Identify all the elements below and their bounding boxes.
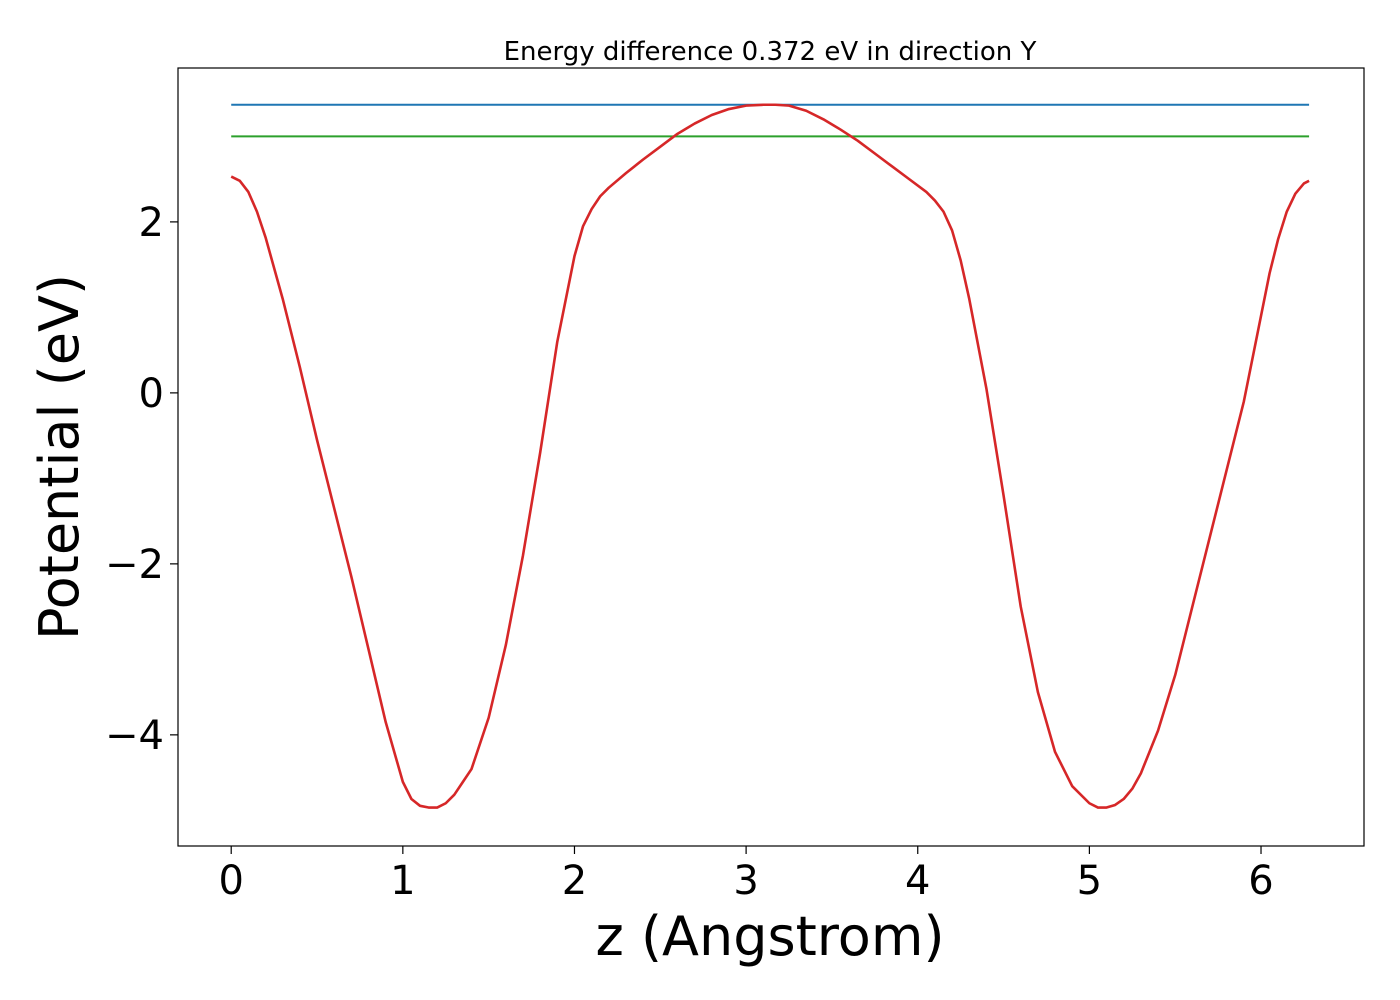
series-line-3 [230,103,1310,809]
series-layer [230,103,1310,809]
plot-frame [177,67,1365,847]
x-axis: 0 1 2 3 4 5 6 [218,846,1274,904]
x-axis-label: z (Angstrom) [595,905,944,968]
x-tick-label: 5 [1077,858,1102,904]
y-axis: −4 −2 0 2 [105,200,178,759]
x-tick-label: 2 [562,858,587,904]
x-tick-label: 3 [733,858,758,904]
x-tick-label: 6 [1248,858,1273,904]
x-tick-label: 4 [905,858,930,904]
y-tick-label: 2 [139,200,164,246]
x-tick-label: 1 [390,858,415,904]
y-tick-label: −4 [105,713,164,759]
y-tick-label: 0 [139,371,164,417]
chart-title: Energy difference 0.372 eV in direction … [504,37,1037,67]
y-tick-label: −2 [105,542,164,588]
y-axis-label: Potential (eV) [28,274,91,640]
x-tick-label: 0 [218,858,243,904]
